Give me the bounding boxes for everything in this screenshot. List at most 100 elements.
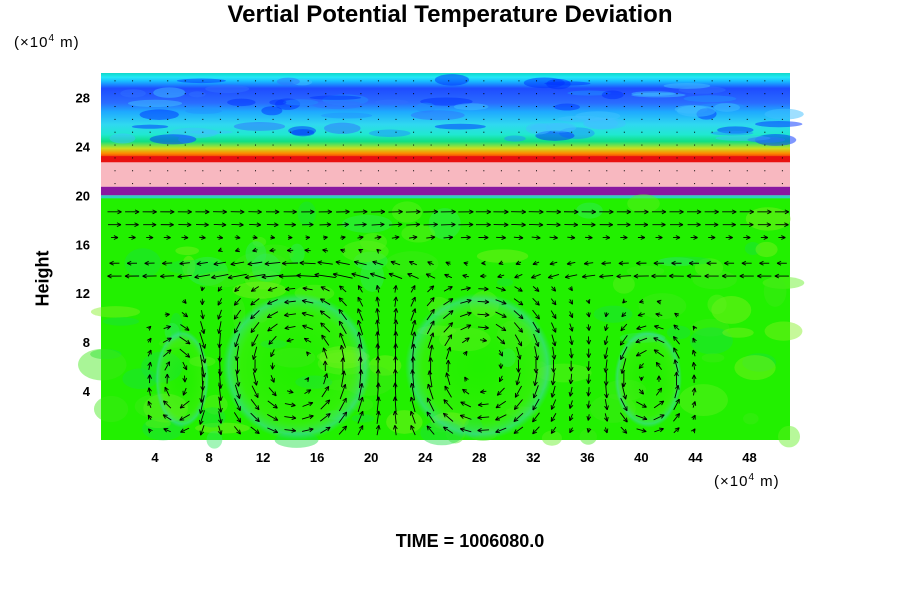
vector-arrow: [268, 387, 277, 397]
vector-arrow: [247, 261, 263, 267]
vector-dot: [676, 157, 678, 159]
upper-blotch: [434, 74, 470, 86]
vector-dot: [571, 157, 573, 159]
vector-dot: [149, 157, 151, 159]
vector-dot: [325, 170, 327, 172]
vector-arrow: [391, 235, 400, 240]
vector-dot: [290, 118, 292, 120]
field-blotch: [744, 242, 761, 256]
field-blotch: [763, 276, 787, 307]
vector-arrow: [673, 427, 680, 434]
vector-dot: [149, 183, 151, 185]
vector-dot: [518, 93, 520, 95]
upper-blotch: [663, 82, 711, 89]
vector-arrow: [374, 235, 382, 240]
vector-dot: [571, 183, 573, 185]
vector-arrow: [147, 414, 153, 420]
vector-dot: [553, 131, 555, 133]
vector-arrow: [674, 371, 679, 386]
vector-arrow: [636, 260, 647, 266]
vector-dot: [325, 93, 327, 95]
vector-dot: [781, 93, 783, 95]
field-blotch: [93, 395, 129, 423]
upper-blotch: [453, 103, 489, 111]
vector-arrow: [532, 286, 540, 292]
vector-arrow: [442, 412, 454, 422]
vector-arrow: [478, 235, 489, 240]
vector-arrow: [669, 209, 684, 215]
vector-arrow: [655, 387, 663, 396]
field-blotch: [762, 276, 805, 289]
vector-arrow: [179, 261, 190, 266]
vector-dot: [571, 131, 573, 133]
x-tick-label: 20: [364, 450, 378, 465]
vector-arrow: [475, 222, 491, 228]
vector-arrow: [338, 411, 348, 423]
vector-arrow: [550, 322, 557, 333]
vector-dot: [360, 106, 362, 108]
vector-dot: [219, 144, 221, 146]
y-tick-label: 8: [83, 335, 90, 350]
vector-arrow: [126, 260, 138, 266]
vector-arrow: [267, 286, 278, 292]
vector-arrow: [691, 387, 697, 396]
vector-dot: [623, 118, 625, 120]
upper-blotch: [415, 102, 436, 113]
vector-arrow: [443, 322, 454, 333]
vector-arrow: [320, 399, 331, 410]
vector-arrow: [478, 286, 489, 292]
vector-arrow: [497, 273, 505, 279]
vector-arrow: [217, 309, 222, 320]
vector-arrow: [218, 396, 223, 413]
vector-dot: [202, 131, 204, 133]
vector-dot: [132, 93, 134, 95]
y-tick-label: 24: [76, 139, 91, 154]
vector-arrow: [532, 321, 540, 334]
vector-dot: [132, 80, 134, 82]
vector-dot: [395, 80, 397, 82]
vector-dot: [500, 183, 502, 185]
vector-arrow: [351, 272, 370, 279]
vector-arrow: [217, 286, 223, 292]
vector-arrow: [604, 413, 609, 422]
vector-dot: [202, 93, 204, 95]
vector-arrow: [371, 222, 385, 227]
vector-arrow: [339, 285, 347, 293]
upper-blotch: [545, 122, 577, 133]
vector-dot: [641, 144, 643, 146]
vector-arrow: [318, 209, 333, 215]
vector-arrow: [266, 209, 280, 215]
vector-arrow: [251, 385, 259, 399]
vector-arrow: [586, 387, 592, 397]
vector-arrow: [218, 369, 223, 389]
vector-dot: [658, 118, 660, 120]
vector-arrow: [513, 412, 524, 422]
vector-arrow: [603, 335, 609, 346]
vector-dot: [430, 106, 432, 108]
vector-arrow: [336, 209, 350, 215]
vector-arrow: [410, 425, 416, 436]
field-blotch: [232, 281, 287, 299]
vector-arrow: [458, 209, 474, 215]
vector-dot: [149, 93, 151, 95]
vector-arrow: [673, 235, 681, 240]
vector-dot: [237, 118, 239, 120]
temperature-field: [78, 73, 805, 449]
vector-arrow: [621, 312, 627, 318]
vector-arrow: [338, 308, 348, 321]
vector-arrow: [532, 426, 540, 435]
upper-blotch: [676, 105, 716, 117]
vector-arrow: [410, 308, 417, 321]
vector-arrow: [425, 273, 436, 279]
vector-dot: [483, 93, 485, 95]
vector-arrow: [673, 324, 680, 331]
vector-arrow: [445, 359, 451, 372]
vector-dot: [430, 170, 432, 172]
vector-arrow: [586, 361, 592, 372]
vector-arrow: [551, 286, 557, 292]
vector-arrow: [513, 322, 524, 333]
vector-dot: [167, 118, 169, 120]
vector-arrow: [251, 334, 259, 347]
field-blotch: [541, 430, 562, 446]
field-blotch: [385, 251, 439, 277]
